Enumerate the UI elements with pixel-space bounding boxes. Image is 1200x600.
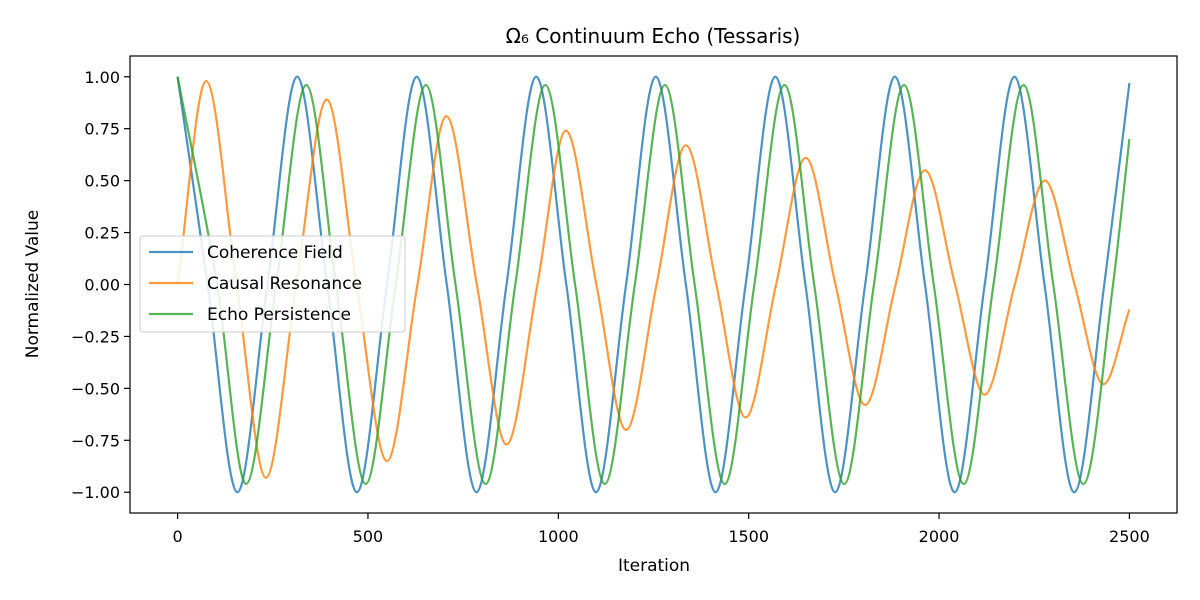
y-tick-label: 0.75: [84, 120, 120, 139]
x-axis-label: Iteration: [618, 556, 690, 576]
y-tick-label: 0.50: [84, 172, 120, 191]
series-line-causal-resonance: [176, 79, 1131, 479]
legend-entry-coherence-field: Coherence Field: [207, 243, 343, 263]
y-axis-label: Normalized Value: [23, 210, 43, 359]
legend-box: [139, 235, 406, 333]
x-axis: 0 500 1000 1500 2000 2500: [172, 513, 1150, 546]
x-tick-label: 2500: [1109, 527, 1150, 546]
series-line-coherence-field: [176, 75, 1131, 494]
y-tick-label: 0.00: [84, 276, 120, 295]
x-tick-label: 2000: [919, 527, 960, 546]
chart-title: Ω₆ Continuum Echo (Tessaris): [506, 24, 801, 48]
y-tick-label: 1.00: [84, 68, 120, 87]
y-axis: −1.00 −0.75 −0.50 −0.25 0.00 0.25 0.50 0.75 1.00: [71, 68, 130, 502]
series-line-echo-persistence: [176, 76, 1131, 486]
y-tick-label: −0.25: [71, 327, 120, 346]
plot-area: [176, 75, 1131, 494]
x-tick-label: 0: [172, 527, 182, 546]
legend: Coherence Field Causal Resonance Echo Pers…: [139, 235, 406, 333]
y-tick-label: −1.00: [71, 483, 120, 502]
y-tick-label: −0.50: [71, 379, 120, 398]
y-tick-label: 0.25: [84, 224, 120, 243]
y-tick-label: −0.75: [71, 431, 120, 450]
legend-entry-causal-resonance: Causal Resonance: [207, 274, 362, 294]
x-tick-label: 1000: [538, 527, 579, 546]
x-tick-label: 1500: [728, 527, 769, 546]
x-tick-label: 500: [353, 527, 384, 546]
legend-entry-echo-persistence: Echo Persistence: [207, 305, 351, 325]
